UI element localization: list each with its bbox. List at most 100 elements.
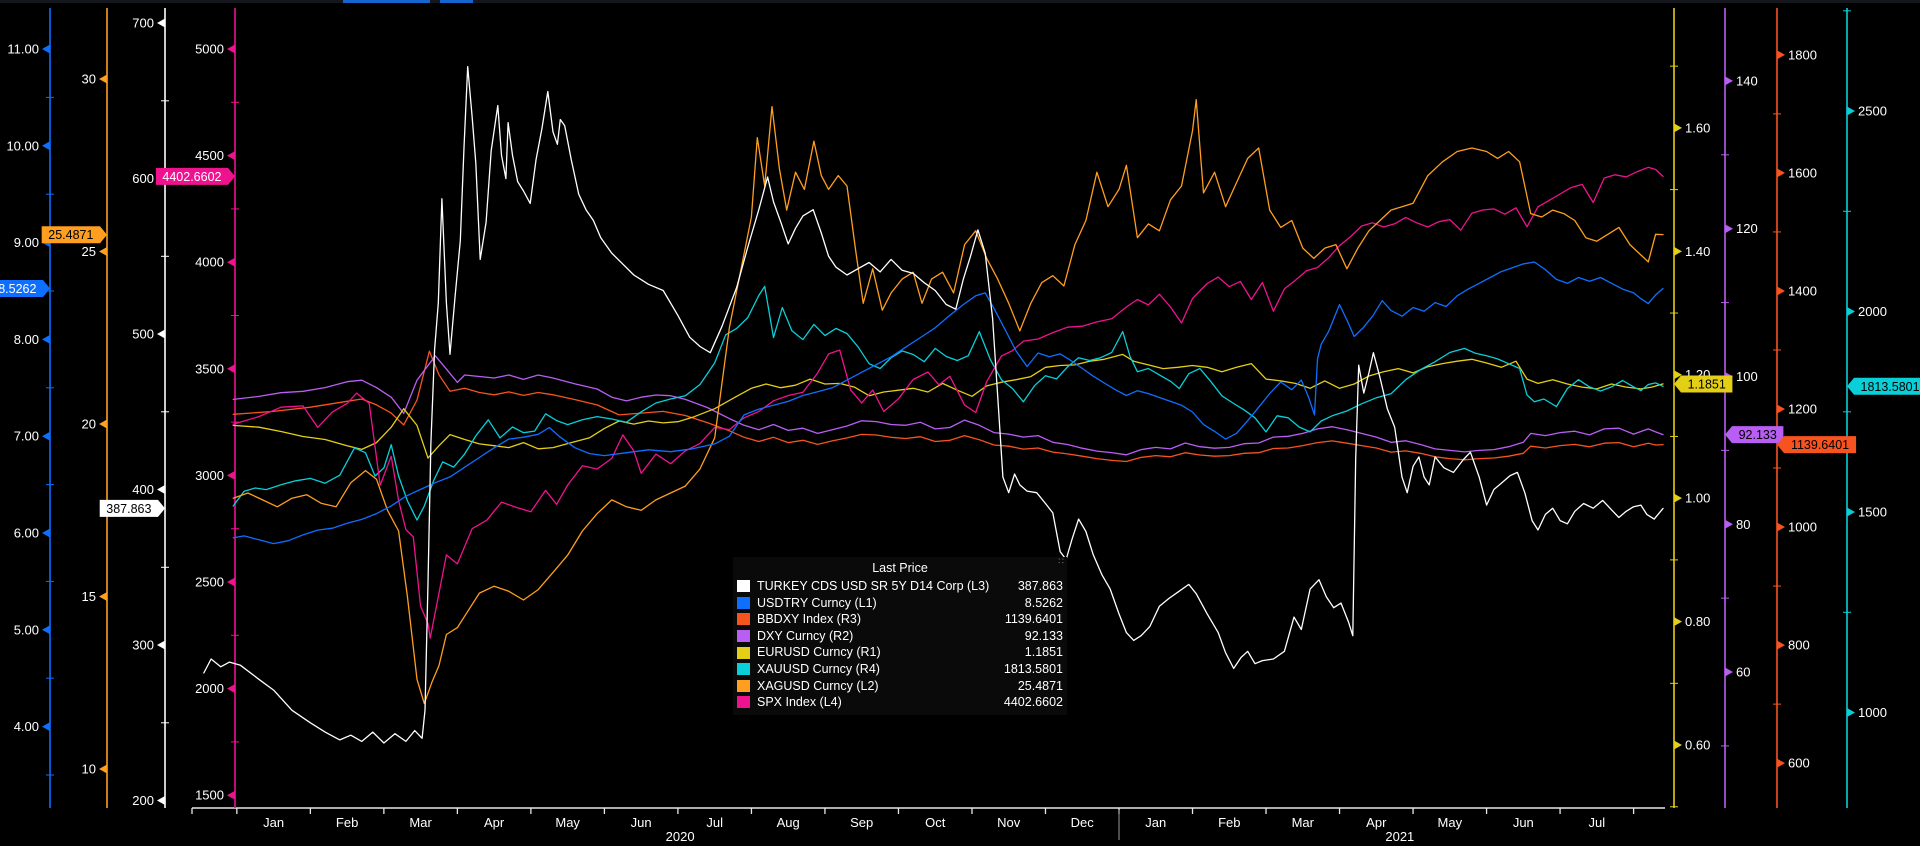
price-badge-R2 <box>1725 426 1784 444</box>
y-axis-tick-marker <box>99 419 107 429</box>
y-axis-tick-marker <box>1847 507 1855 517</box>
legend-row[interactable]: DXY Curncy (R2) 92.133 <box>737 628 1063 645</box>
y-axis-tick-label: 11.00 <box>7 42 39 57</box>
x-axis-month-label: Feb <box>336 815 358 830</box>
price-badge-R3 <box>1777 436 1857 454</box>
series-line-bbdxy[interactable] <box>232 350 1664 463</box>
y-axis-tick-label: 10.00 <box>6 138 39 153</box>
y-axis-tick-marker <box>227 470 235 480</box>
y-axis-tick-label: 1600 <box>1788 165 1817 180</box>
legend-row[interactable]: BBDXY Index (R3) 1139.6401 <box>737 611 1063 628</box>
legend-series-value: 1813.5801 <box>1003 661 1063 676</box>
legend-row[interactable]: USDTRY Curncy (L1) 8.5262 <box>737 595 1063 612</box>
price-badge-value-L4: 4402.6602 <box>162 170 221 184</box>
series-line-turkey[interactable] <box>203 65 1664 744</box>
y-axis-tick-label: 300 <box>132 638 154 653</box>
y-axis-tick-marker <box>157 329 165 339</box>
y-axis-tick-marker <box>1777 522 1785 532</box>
legend-drag-handle-icon[interactable]: ∷ <box>1058 556 1064 566</box>
series-color-swatch <box>737 596 750 609</box>
y-axis-tick-label: 1000 <box>1788 520 1817 535</box>
x-axis-month-label: Aug <box>777 815 800 830</box>
x-axis-month-label: Apr <box>1366 815 1387 830</box>
y-axis-tick-label: 4500 <box>195 148 224 163</box>
legend-series-value: 387.863 <box>1017 579 1063 593</box>
legend-title: Last Price <box>872 561 928 575</box>
series-line-usdtry[interactable] <box>232 261 1664 545</box>
y-axis-tick-marker <box>227 790 235 800</box>
y-axis-tick-label: 1000 <box>1858 705 1887 720</box>
y-axis-tick-label: 6.00 <box>14 525 39 540</box>
y-axis-tick-label: 1500 <box>1858 505 1887 520</box>
y-axis-tick-label: 600 <box>1788 756 1810 771</box>
price-badge-value-L3: 387.863 <box>106 502 151 516</box>
y-axis-tick-marker <box>99 74 107 84</box>
price-badge-value-R1: 1.1851 <box>1688 377 1726 391</box>
legend-row[interactable]: XAUUSD Curncy (R4) 1813.5801 <box>737 661 1063 678</box>
y-axis-tick-label: 400 <box>132 482 154 497</box>
price-badge-L4 <box>155 167 235 185</box>
y-axis-tick-marker <box>157 640 165 650</box>
x-axis-month-label: Jul <box>1589 815 1606 830</box>
legend-row[interactable]: XAGUSD Curncy (L2) 25.4871 <box>737 678 1063 695</box>
y-axis-tick-marker <box>1674 246 1682 256</box>
legend-row[interactable]: SPX Index (L4) 4402.6602 <box>737 694 1063 711</box>
y-axis-tick-label: 2500 <box>195 575 224 590</box>
price-badge-R1 <box>1674 375 1733 393</box>
x-axis-year-label: 2020 <box>666 829 695 844</box>
price-badge-R4 <box>1847 377 1920 395</box>
y-axis-tick-marker <box>227 151 235 161</box>
y-axis-tick-marker <box>42 141 50 151</box>
x-axis-month-label: Jun <box>631 815 652 830</box>
legend-series-value: 4402.6602 <box>1003 695 1063 710</box>
y-axis-tick-marker <box>42 528 50 538</box>
y-axis-tick-marker <box>227 684 235 694</box>
series-line-xauusd[interactable] <box>232 285 1664 521</box>
series-line-dxy[interactable] <box>232 355 1664 456</box>
y-axis-tick-marker <box>157 18 165 28</box>
series-line-spx[interactable] <box>232 166 1664 639</box>
y-axis-tick-marker <box>1847 106 1855 116</box>
series-line-xagusd[interactable] <box>232 99 1664 705</box>
y-axis-tick-marker <box>1674 123 1682 133</box>
y-axis-tick-label: 700 <box>132 16 154 31</box>
legend-series-value: 1.1851 <box>1024 645 1063 660</box>
legend-series-label: EURUSD Curncy (R1) <box>757 645 881 660</box>
y-axis-tick-label: 1.40 <box>1685 244 1710 259</box>
y-axis-tick-marker <box>99 764 107 774</box>
y-axis-tick-marker <box>227 44 235 54</box>
price-badge-L3 <box>99 499 165 517</box>
y-axis-tick-label: 2000 <box>195 681 224 696</box>
y-axis-tick-marker <box>1674 617 1682 627</box>
y-axis-tick-marker <box>1777 404 1785 414</box>
x-axis-month-label: Sep <box>850 815 873 830</box>
x-axis-month-label: May <box>1438 815 1463 830</box>
x-axis-month-label: Mar <box>409 815 432 830</box>
y-axis-tick-marker <box>227 577 235 587</box>
y-axis-tick-label: 120 <box>1736 221 1758 236</box>
y-axis-tick-marker <box>1777 640 1785 650</box>
y-axis-tick-marker <box>1777 286 1785 296</box>
x-axis-month-label: Mar <box>1292 815 1315 830</box>
price-badge-value-R4: 1813.5801 <box>1861 380 1920 394</box>
y-axis-tick-label: 600 <box>132 171 154 186</box>
chart-legend[interactable]: ∷ Last Price TURKEY CDS USD SR 5Y D14 Co… <box>733 557 1067 715</box>
y-axis-tick-label: 4000 <box>195 255 224 270</box>
y-axis-tick-label: 140 <box>1736 73 1758 88</box>
legend-series-label: BBDXY Index (R3) <box>757 612 861 627</box>
y-axis-tick-label: 500 <box>132 327 154 342</box>
x-axis-year-label: 2021 <box>1385 829 1414 844</box>
y-axis-tick-marker <box>227 364 235 374</box>
y-axis-tick-marker <box>42 44 50 54</box>
legend-row[interactable]: TURKEY CDS USD SR 5Y D14 Corp (L3) 387.8… <box>737 578 1063 595</box>
legend-series-label: DXY Curncy (R2) <box>757 628 854 643</box>
legend-row[interactable]: EURUSD Curncy (R1) 1.1851 <box>737 644 1063 661</box>
y-axis-tick-marker <box>1725 667 1733 677</box>
toolbar-sliver-segment <box>343 0 430 3</box>
y-axis-tick-label: 4.00 <box>14 719 39 734</box>
series-line-eurusd[interactable] <box>232 353 1664 459</box>
y-axis-tick-label: 10 <box>82 762 96 777</box>
y-axis-tick-label: 80 <box>1736 517 1750 532</box>
